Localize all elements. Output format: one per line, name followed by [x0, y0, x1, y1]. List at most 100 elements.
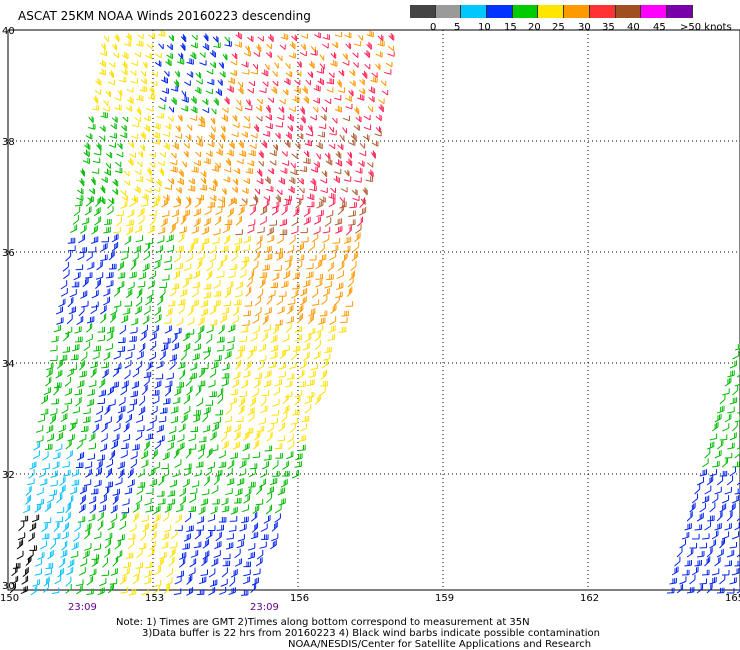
wind-barb — [213, 97, 219, 106]
wind-barb — [179, 487, 186, 497]
wind-barb — [135, 415, 144, 423]
wind-barb — [674, 556, 681, 567]
wind-barb — [324, 281, 332, 289]
wind-barb — [299, 106, 305, 115]
wind-barb — [82, 550, 90, 559]
wind-barb — [334, 218, 343, 226]
wind-barb — [264, 176, 271, 185]
wind-barb — [173, 200, 181, 208]
wind-barb — [288, 176, 296, 185]
wind-barb — [210, 125, 216, 133]
wind-barb — [130, 390, 138, 398]
wind-barb — [294, 86, 301, 94]
wind-barb — [276, 189, 283, 196]
wind-barb — [706, 547, 713, 558]
wind-barb — [186, 587, 194, 596]
wind-barb — [158, 43, 164, 50]
wind-barb — [148, 152, 157, 158]
wind-barb — [267, 97, 274, 103]
wind-barb — [292, 283, 300, 290]
wind-barb — [135, 431, 143, 441]
wind-barb — [193, 343, 201, 351]
wind-barb — [83, 149, 90, 158]
wind-barb — [154, 439, 161, 450]
wind-barb — [362, 134, 370, 141]
wind-barb — [142, 315, 150, 325]
wind-barb — [322, 226, 331, 234]
wind-barb — [196, 135, 203, 142]
wind-barb — [84, 272, 93, 279]
wind-barb — [162, 131, 171, 138]
wind-barb — [301, 415, 310, 423]
wind-barb — [290, 162, 296, 169]
wind-barb — [175, 125, 181, 133]
wind-barb — [156, 490, 165, 497]
wind-barb — [296, 61, 302, 68]
wind-barb — [696, 550, 705, 558]
wind-barb — [145, 505, 153, 513]
wind-barb — [305, 131, 314, 137]
wind-barb — [220, 254, 228, 263]
wind-barb — [185, 448, 192, 459]
pass-time-label: 23:09 — [250, 602, 279, 613]
wind-barb — [358, 88, 366, 95]
wind-barb — [71, 479, 80, 486]
wind-barb — [288, 106, 296, 113]
wind-barb — [27, 550, 34, 560]
wind-barb — [138, 214, 145, 225]
wind-barb — [143, 305, 151, 315]
wind-barb — [218, 516, 227, 523]
wind-barb — [388, 32, 395, 41]
wind-barb — [190, 550, 199, 558]
wind-barb — [311, 288, 319, 299]
wind-barb — [120, 132, 128, 139]
wind-barb — [342, 115, 351, 122]
wind-barb — [233, 371, 241, 380]
wind-barb — [59, 476, 66, 487]
wind-barb — [228, 525, 237, 532]
wind-barb — [696, 512, 704, 522]
wind-barb — [307, 379, 315, 387]
wind-barb — [326, 274, 334, 281]
wind-barb — [211, 422, 219, 432]
wind-barb — [130, 451, 138, 460]
wind-barb — [117, 534, 125, 542]
wind-barb — [249, 143, 257, 149]
wind-barb — [79, 247, 87, 254]
wind-barb — [79, 494, 86, 505]
wind-barb — [97, 454, 105, 461]
wind-barb — [183, 405, 191, 415]
wind-barb — [165, 307, 173, 317]
wind-barb — [266, 431, 273, 442]
wind-barb — [223, 176, 231, 183]
wind-barb — [99, 443, 108, 452]
wind-barb — [296, 194, 304, 201]
wind-barb — [263, 454, 272, 461]
wind-barb — [114, 95, 122, 102]
wind-barb — [108, 142, 116, 148]
wind-barb — [84, 206, 92, 216]
wind-barb — [157, 557, 164, 568]
wind-barb — [220, 245, 229, 253]
wind-barb — [164, 380, 173, 388]
wind-barb — [127, 209, 135, 218]
wind-barb — [180, 350, 187, 361]
wind-barb — [11, 566, 18, 577]
wind-barb — [108, 399, 116, 407]
wind-barb — [271, 206, 279, 216]
wind-barb — [127, 468, 134, 479]
wind-barb — [223, 234, 231, 245]
lat-label: 30 — [2, 581, 15, 592]
wind-barb — [62, 461, 70, 468]
wind-barb — [159, 152, 166, 158]
lat-label: 34 — [2, 359, 15, 370]
wind-barb — [241, 61, 249, 68]
wind-barb — [138, 342, 146, 353]
wind-barb — [155, 178, 162, 187]
wind-barb — [49, 414, 57, 425]
wind-barb — [264, 63, 270, 71]
wind-barb — [141, 459, 149, 469]
wind-barb — [178, 423, 186, 433]
wind-barb — [158, 498, 166, 505]
wind-barb — [194, 529, 201, 540]
